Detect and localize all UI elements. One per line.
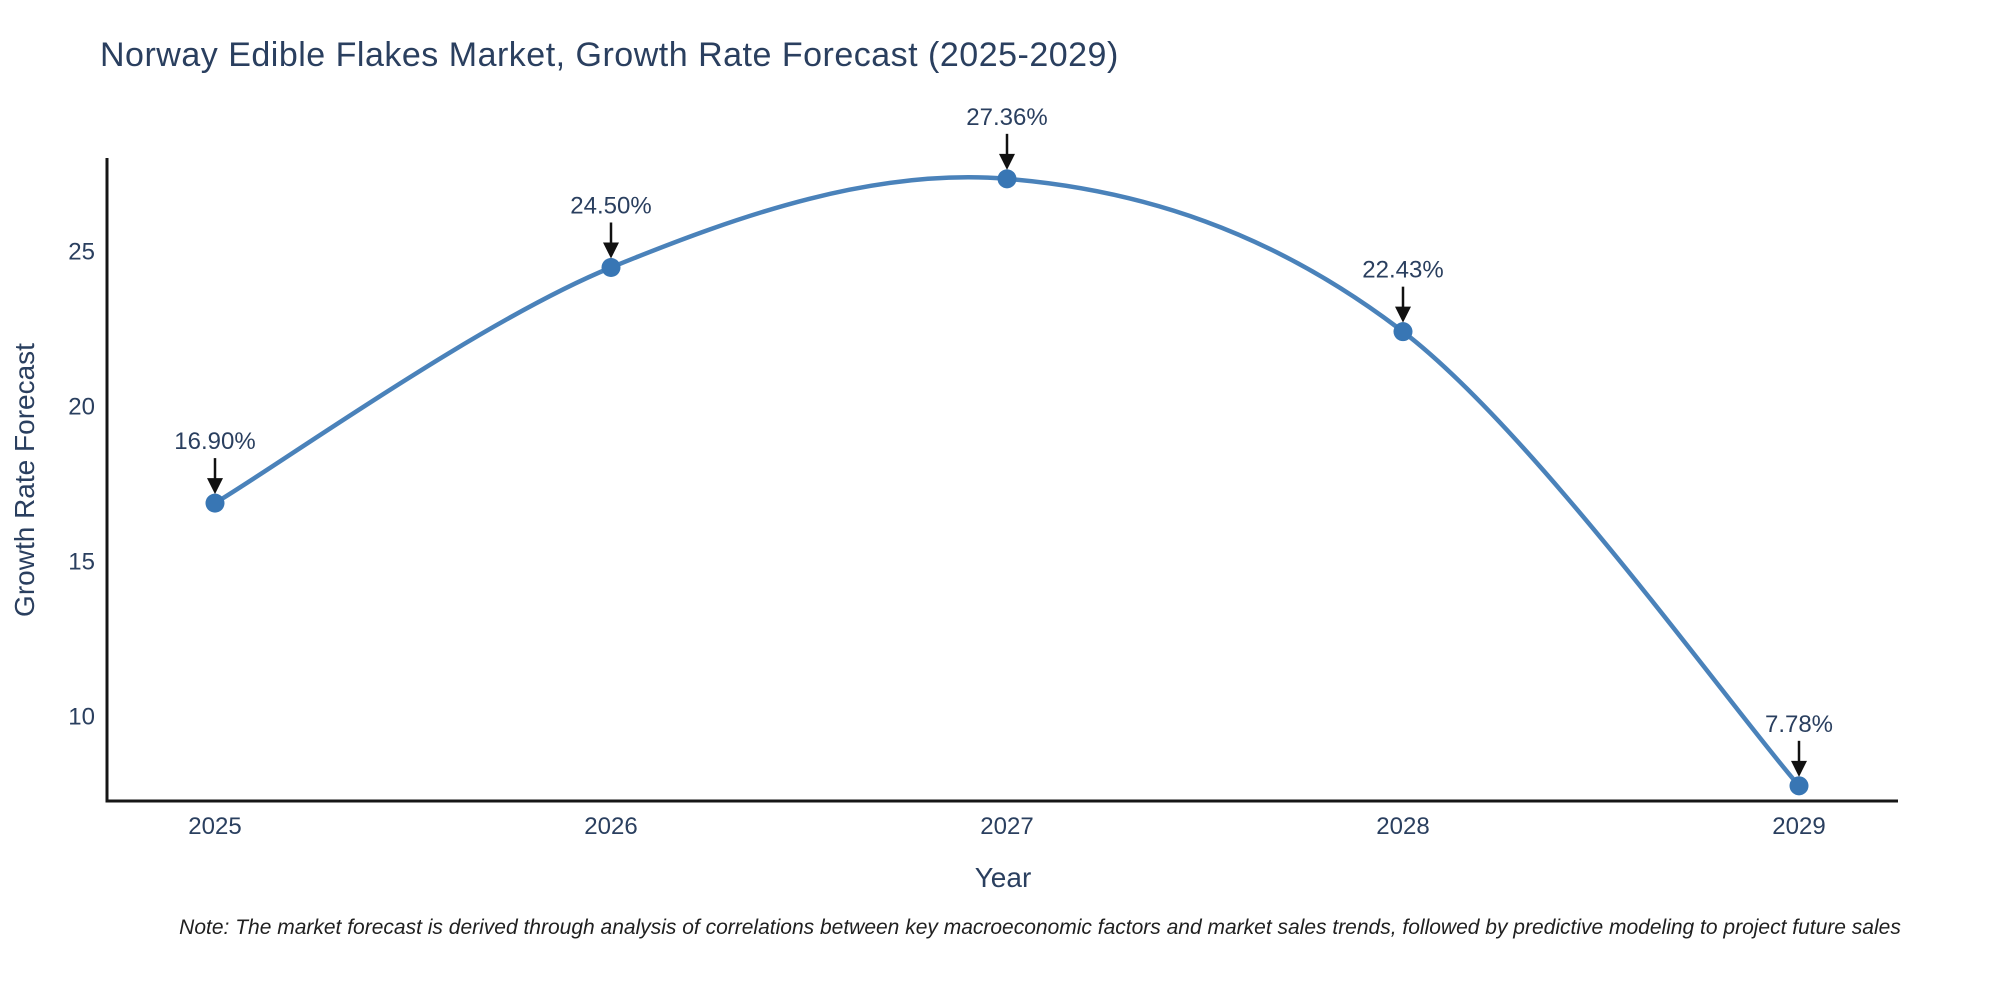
y-axis-title: Growth Rate Forecast [9, 343, 40, 617]
x-tick-label: 2025 [188, 813, 241, 840]
x-tick-label: 2026 [584, 813, 637, 840]
data-point-2027[interactable] [997, 169, 1017, 189]
data-point-2028[interactable] [1393, 322, 1413, 342]
forecast-line [212, 175, 1802, 789]
x-tick-label: 2028 [1376, 813, 1429, 840]
point-label: 22.43% [1362, 257, 1443, 284]
y-tick-label: 20 [68, 394, 95, 421]
annotation-arrow-head [999, 153, 1015, 170]
point-label: 24.50% [570, 193, 651, 220]
data-point-2026[interactable] [601, 258, 621, 277]
x-tick-label: 2027 [980, 813, 1033, 840]
data-point-2029[interactable] [1789, 776, 1809, 796]
y-tick-label: 25 [68, 239, 95, 266]
annotation-arrow-head [1395, 306, 1411, 323]
y-tick-label: 10 [68, 704, 95, 731]
data-point-2025[interactable] [205, 493, 225, 513]
chart-title: Norway Edible Flakes Market, Growth Rate… [100, 36, 1119, 74]
point-label: 7.78% [1765, 711, 1833, 738]
annotation-arrow-head [207, 478, 223, 495]
y-tick-label: 15 [68, 549, 95, 576]
annotation-arrow-head [603, 242, 619, 259]
footnote: Note: The market forecast is derived thr… [179, 916, 1901, 939]
point-label: 27.36% [966, 104, 1047, 131]
x-tick-label: 2029 [1772, 813, 1825, 840]
annotation-arrow-head [1791, 760, 1807, 777]
point-label: 16.90% [174, 428, 255, 455]
x-axis-title: Year [975, 862, 1032, 893]
